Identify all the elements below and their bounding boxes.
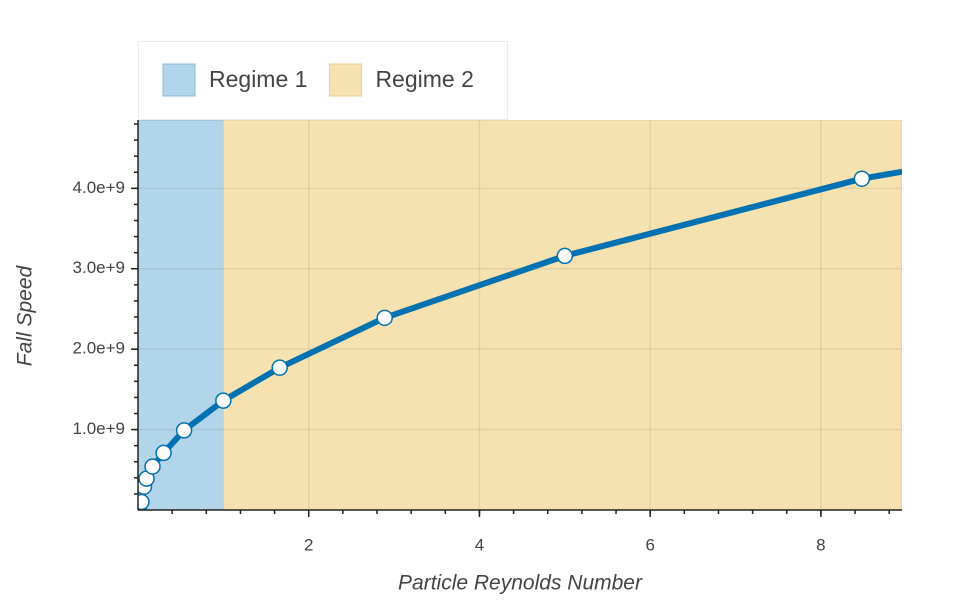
region xyxy=(138,120,224,510)
marker xyxy=(155,444,172,462)
legend-items: Regime 1 Regime 2 xyxy=(162,63,474,97)
region xyxy=(222,120,902,510)
x-tick-label: 2 xyxy=(304,535,313,554)
y-tick-label: 3.0e+9 xyxy=(73,258,125,277)
marker xyxy=(376,309,393,327)
marker xyxy=(556,247,574,265)
x-tick-label: 8 xyxy=(816,535,825,554)
x-tick-label: 6 xyxy=(645,535,654,554)
legend xyxy=(138,41,508,120)
legend-label: Regime 2 xyxy=(375,66,473,92)
legend-label: Regime 1 xyxy=(209,66,307,92)
marker xyxy=(144,458,161,475)
legend-swatch xyxy=(162,63,196,97)
plot-area xyxy=(138,120,902,510)
y-tick-label: 2.0e+9 xyxy=(73,339,125,358)
axes: 2 4 6 8 1.0e+9 2.0e+9 3.0e+9 4.0e+9 xyxy=(73,120,902,554)
y-tick-label: 4.0e+9 xyxy=(73,178,125,197)
marker xyxy=(215,392,232,409)
marker xyxy=(138,493,150,510)
marker xyxy=(175,422,193,439)
legend-swatch xyxy=(328,63,362,97)
x-tick-label: 4 xyxy=(475,535,484,554)
y-tick-label: 1.0e+9 xyxy=(73,419,125,438)
y-axis-label: Fall Speed xyxy=(14,264,37,366)
x-axis-label: Particle Reynolds Number xyxy=(398,572,643,595)
marker xyxy=(853,170,871,187)
marker xyxy=(271,359,288,376)
